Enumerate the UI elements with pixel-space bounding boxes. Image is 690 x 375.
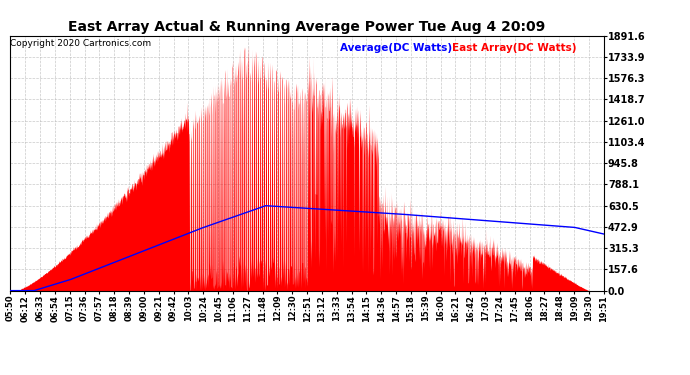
- Text: East Array(DC Watts): East Array(DC Watts): [453, 43, 577, 53]
- Text: Average(DC Watts): Average(DC Watts): [339, 43, 452, 53]
- Title: East Array Actual & Running Average Power Tue Aug 4 20:09: East Array Actual & Running Average Powe…: [68, 21, 546, 34]
- Text: Copyright 2020 Cartronics.com: Copyright 2020 Cartronics.com: [10, 39, 152, 48]
